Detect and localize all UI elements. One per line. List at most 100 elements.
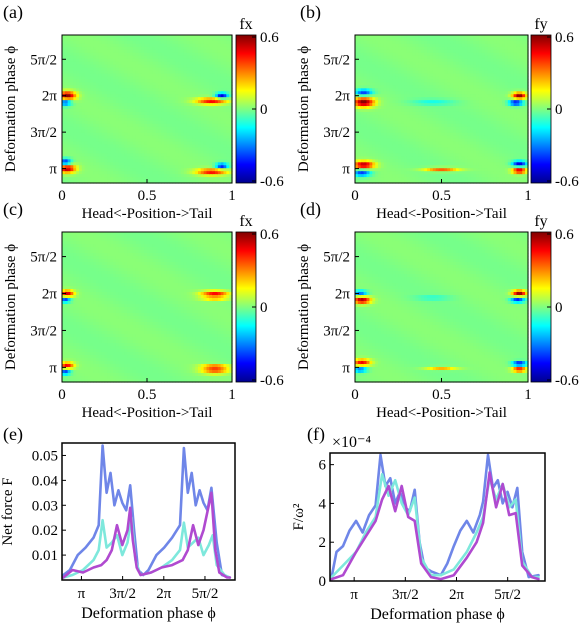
- heatmap-cell: [144, 171, 148, 175]
- heatmap-cell: [212, 109, 216, 113]
- heatmap-cell: [152, 180, 157, 184]
- heatmap-cell: [229, 126, 233, 131]
- heatmap-cell: [76, 37, 80, 42]
- heatmap-cell: [195, 162, 199, 166]
- heatmap-cell: [215, 58, 219, 63]
- heatmap-cell: [93, 159, 97, 163]
- heatmap-cell: [127, 138, 131, 143]
- heatmap-cell: [421, 64, 425, 69]
- heatmap-cell: [215, 129, 219, 134]
- heatmap-cell: [378, 82, 382, 86]
- heatmap-cell: [357, 103, 362, 107]
- heatmap-cell: [178, 67, 182, 72]
- heatmap-cell: [438, 168, 443, 172]
- heatmap-cell: [138, 156, 142, 160]
- heatmap-cell: [124, 100, 128, 104]
- heatmap-cell: [178, 37, 182, 42]
- heatmap-cell: [226, 97, 230, 101]
- heatmap-cell: [70, 49, 74, 54]
- heatmap-cell: [223, 159, 227, 163]
- heatmap-cell: [369, 43, 373, 48]
- heatmap-cell: [395, 177, 399, 181]
- heatmap-cell: [98, 55, 103, 60]
- heatmap-cell: [195, 174, 199, 178]
- heatmap-cell: [98, 100, 103, 104]
- heatmap-cell: [398, 79, 402, 83]
- heatmap-cell: [378, 76, 382, 80]
- heatmap-cell: [87, 162, 91, 166]
- heatmap-cell: [155, 100, 159, 104]
- heatmap-cell: [355, 126, 359, 131]
- heatmap-cell: [195, 159, 199, 163]
- heatmap-cell: [81, 171, 86, 175]
- heatmap-cell: [96, 132, 100, 137]
- heatmap-cell: [363, 91, 368, 95]
- heatmap-cell: [409, 79, 414, 83]
- heatmap-cell: [369, 165, 373, 169]
- heatmap-cell: [389, 159, 394, 163]
- heatmap-cell: [101, 55, 106, 60]
- heatmap-cell: [178, 49, 182, 54]
- heatmap-cell: [429, 55, 434, 60]
- heatmap-cell: [398, 123, 402, 128]
- heatmap-cell: [450, 117, 454, 122]
- heatmap-cell: [369, 162, 373, 166]
- heatmap-cell: [181, 76, 185, 80]
- heatmap-cell: [81, 49, 86, 54]
- heatmap-cell: [79, 97, 83, 101]
- heatmap-cell: [79, 37, 83, 42]
- heatmap-cell: [366, 55, 371, 60]
- heatmap-cell: [130, 117, 134, 122]
- heatmap-cell: [132, 58, 137, 63]
- heatmap-cell: [392, 35, 396, 39]
- heatmap-cell: [175, 129, 179, 134]
- heatmap-cell: [363, 156, 368, 160]
- heatmap-cell: [93, 162, 97, 166]
- heatmap-cell: [107, 174, 111, 178]
- heatmap-cell: [64, 147, 69, 152]
- x-axis-label: Head<-Position->Tail: [82, 206, 213, 222]
- heatmap-cell: [401, 106, 405, 110]
- heatmap-cell: [101, 135, 106, 140]
- heatmap-cell: [220, 94, 225, 98]
- heatmap-cell: [383, 91, 388, 95]
- heatmap-cell: [392, 147, 396, 152]
- heatmap-cell: [375, 135, 379, 140]
- heatmap-cell: [124, 61, 128, 66]
- heatmap-cell: [432, 103, 437, 107]
- heatmap-cell: [438, 135, 443, 140]
- heatmap-cell: [432, 123, 437, 128]
- heatmap-cell: [206, 49, 210, 54]
- heatmap-cell: [406, 174, 411, 178]
- heatmap-cell: [432, 114, 437, 119]
- heatmap-cell: [198, 109, 202, 113]
- heatmap-cell: [438, 88, 443, 92]
- panel-label: (b): [300, 2, 321, 23]
- heatmap-cell: [229, 94, 233, 98]
- heatmap-cell: [412, 180, 417, 184]
- heatmap-cell: [380, 111, 385, 116]
- heatmap-cell: [369, 141, 373, 146]
- heatmap-cell: [375, 165, 379, 169]
- heatmap-cell: [67, 111, 72, 116]
- heatmap-cell: [195, 150, 199, 154]
- heatmap-cell: [132, 132, 137, 137]
- heatmap-cell: [135, 52, 140, 57]
- heatmap-cell: [161, 123, 165, 128]
- heatmap-cell: [357, 150, 362, 154]
- heatmap-cell: [186, 97, 191, 101]
- heatmap-cell: [206, 129, 210, 134]
- heatmap-cell: [132, 55, 137, 60]
- heatmap-cell: [226, 61, 230, 66]
- heatmap-cell: [98, 180, 103, 184]
- heatmap-cell: [172, 106, 176, 110]
- heatmap-cell: [415, 180, 420, 184]
- heatmap-cell: [409, 132, 414, 137]
- heatmap-cell: [209, 117, 213, 122]
- heatmap-cell: [93, 43, 97, 48]
- heatmap-cell: [141, 76, 145, 80]
- heatmap-cell: [203, 97, 208, 101]
- heatmap-cell: [412, 109, 417, 113]
- heatmap-cell: [62, 153, 66, 157]
- heatmap-cell: [115, 43, 120, 48]
